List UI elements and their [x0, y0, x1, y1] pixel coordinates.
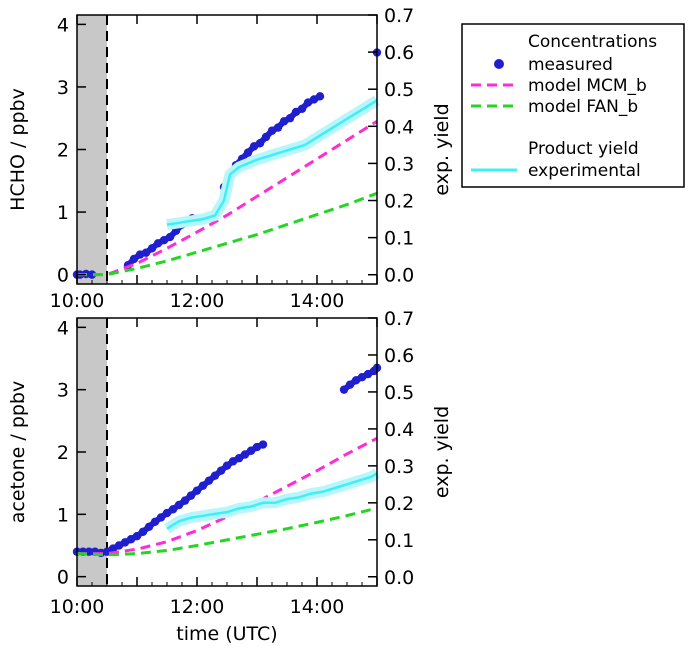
y-tick-label: 2 [57, 442, 69, 464]
x-tick-label: 14:00 [290, 290, 345, 312]
y-tick-label: 4 [57, 317, 69, 339]
y-tick-label: 2 [57, 140, 69, 162]
experimental-yield-line [166, 472, 378, 530]
y2-tick-label: 0.1 [384, 228, 414, 250]
x-tick-label: 14:00 [290, 596, 345, 618]
model-mcm-line [77, 120, 378, 277]
y2-tick-label: 0.3 [384, 153, 414, 175]
legend-measured-marker [494, 59, 504, 69]
legend-yield-header: Product yield [528, 139, 639, 159]
y2-tick-label: 0.1 [384, 530, 414, 552]
y2-tick-label: 0.4 [384, 116, 414, 138]
y2-tick-label: 0.7 [384, 308, 414, 330]
legend-concentrations-header: Concentrations [528, 32, 657, 52]
y-tick-label: 4 [57, 14, 69, 36]
panel-bottom-acetone: 10:00 12:00 14:00 0 1 2 3 4 0.0 0.1 0.2 0.3 0.4 0.5 0.… [7, 308, 453, 645]
y-tick-label: 3 [57, 380, 69, 402]
y2-tick-label: 0.6 [384, 345, 414, 367]
x-tick-label: 10:00 [50, 596, 105, 618]
y2-tick-label: 0.7 [384, 5, 414, 27]
model-fan-line [77, 191, 378, 277]
legend-mcm-label: model MCM_b [528, 76, 647, 96]
panel-top-hcho: 10:00 12:00 14:00 0 1 2 3 4 0.0 0.1 0.2 0.3 0.4 0.5 0.… [7, 5, 453, 312]
y2-axis-title: exp. yield [431, 103, 453, 195]
model-fan-line [76, 506, 378, 557]
y-tick-label: 0 [57, 567, 69, 589]
y-tick-label: 0 [57, 265, 69, 287]
legend-experimental-label: experimental [528, 161, 641, 181]
x-tick-label: 12:00 [170, 290, 225, 312]
y2-tick-label: 0.2 [384, 191, 414, 213]
legend-fan-label: model FAN_b [528, 97, 638, 117]
legend: Concentrations measured model MCM_b mode… [461, 23, 685, 188]
y2-axis-title: exp. yield [431, 406, 453, 498]
model-mcm-line [77, 436, 378, 556]
y2-tick-label: 0.4 [384, 419, 414, 441]
y2-tick-label: 0.0 [384, 265, 414, 287]
x-tick-label: 10:00 [50, 290, 105, 312]
legend-box [461, 23, 685, 188]
experimental-yield-line [166, 99, 378, 226]
y2-tick-label: 0.2 [384, 493, 414, 515]
x-axis-title: time (UTC) [176, 623, 277, 645]
measured-trace [74, 441, 266, 557]
legend-measured-label: measured [528, 55, 613, 75]
y2-tick-label: 0.6 [384, 42, 414, 64]
measured-trace [341, 364, 380, 393]
experimental-uncertainty-band [164, 468, 380, 534]
y2-tick-label: 0.3 [384, 456, 414, 478]
y2-tick-label: 0.5 [384, 382, 414, 404]
y-axis-title: HCHO / ppbv [7, 88, 29, 211]
y-tick-label: 1 [57, 504, 69, 526]
x-tick-label: 12:00 [170, 596, 225, 618]
y2-tick-label: 0.0 [384, 567, 414, 589]
y-tick-label: 3 [57, 77, 69, 99]
y2-tick-label: 0.5 [384, 79, 414, 101]
y-axis-title: acetone / ppbv [7, 381, 29, 524]
y-tick-label: 1 [57, 202, 69, 224]
